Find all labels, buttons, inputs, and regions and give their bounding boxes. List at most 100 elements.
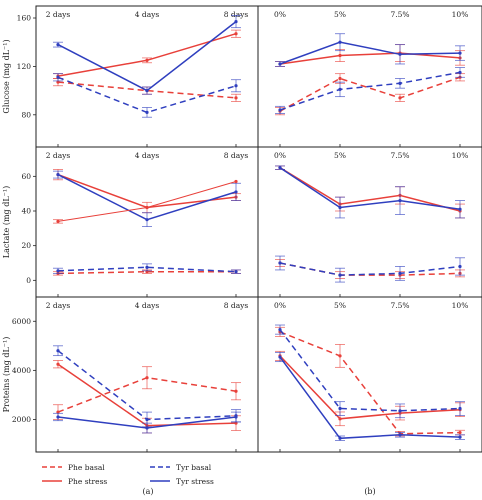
x-tick-label: 0% [274,301,286,310]
y-tick-label: 2000 [12,415,31,424]
series-phe_basal [275,259,465,280]
data-point [398,81,402,85]
series-line [279,52,461,65]
data-point [398,96,402,100]
x-tick-label: 7.5% [390,10,409,19]
series-tyr_stress [275,165,465,219]
legend-label: Phe basal [68,463,105,472]
data-point [398,199,402,203]
data-point [458,406,462,411]
legend-item-tyr_stress: Tyr stress [150,477,214,486]
series-tyr_basal [53,263,241,274]
data-point [338,53,342,58]
series-line [279,167,461,212]
panel-b-mid: 0% 5% 7.5% 10% [257,146,482,298]
data-point [56,80,60,84]
data-point [234,32,238,36]
data-point [338,406,342,411]
y-axis-title: Lactate (mg dL⁻¹) [2,186,11,258]
series-line [279,329,461,412]
series-line [279,262,461,276]
series-line [279,71,461,111]
series-line [57,76,237,114]
legend-item-phe_stress: Phe stress [42,477,107,486]
series-phe_stress-extra [53,179,238,224]
x-tick-label: 5% [334,10,346,19]
data-point [234,190,238,194]
data-point [145,417,149,422]
data-point [398,271,402,275]
panel-a-mid: 2 days 4 days 8 days 0 20 40 60 Lactate (mg dL⁻… [2,146,259,298]
panel-a-top: 2 days 4 days 8 days 80 120 160 Glucose (mg dL… [2,5,259,148]
legend-item-phe_basal: Phe basal [42,463,105,472]
series-phe_stress [53,29,241,79]
data-point [234,270,238,274]
y-axis-title: Proteins (mg dL⁻¹) [2,337,11,413]
series-line [57,32,237,77]
data-point [278,108,282,112]
data-point [234,179,238,184]
data-point [145,110,149,114]
x-tick-label: 7.5% [390,301,409,310]
y-tick-label: 4000 [12,366,31,375]
series-line [279,356,461,440]
panels: 2 days 4 days 8 days 80 120 160 Glucose (mg dL… [2,5,482,453]
x-tick-label: 8 days [224,301,249,310]
x-tick-label: 2 days [46,10,71,19]
y-tick-label: 6000 [12,317,31,326]
x-tick-label: 0% [274,151,286,160]
data-point [338,436,342,440]
data-point [145,426,149,430]
data-point [278,62,282,66]
y-tick-label: 20 [21,241,31,250]
series-line [279,355,461,420]
legend: Phe basal Phe stress Tyr basal Tyr stress [42,463,214,486]
data-point [338,76,342,81]
data-point [338,354,342,358]
panel-frame [257,296,482,453]
series-phe_basal [275,73,465,116]
data-point [458,207,462,211]
data-point [458,70,462,75]
data-point [234,415,238,419]
data-point [398,52,402,56]
data-point [458,430,462,435]
series-line [279,331,461,435]
panel-b-bot: 0% 5% 7.5% 10% [257,296,482,453]
x-tick-label: 4 days [135,151,160,160]
panel-frame [257,5,482,148]
data-point [278,261,282,265]
y-tick-label: 80 [21,110,31,119]
panel-b-top: 0% 5% 7.5% 10% [257,5,482,148]
data-point [145,218,149,222]
data-point [56,173,60,177]
series-tyr_basal [275,255,465,283]
data-point [56,362,60,366]
legend-label: Tyr basal [176,463,212,472]
data-point [234,96,238,100]
data-point [56,75,60,79]
series-line [279,76,461,112]
data-point [145,89,149,93]
x-tick-label: 10% [452,301,469,310]
x-tick-label: 4 days [135,10,160,19]
x-tick-label: 0% [274,10,286,19]
x-tick-label: 10% [452,10,469,19]
panel-a-bot: 2 days 4 days 8 days 2000 4000 6000 Proteins (… [2,296,259,453]
series-line [279,167,461,211]
series-tyr_stress [53,411,241,434]
data-point [278,166,282,170]
data-point [338,417,342,421]
x-tick-label: 2 days [46,151,71,160]
data-point [338,40,342,44]
series-tyr_stress [53,170,241,228]
series-tyr_stress [53,15,241,95]
series-tyr_basal [275,324,465,419]
y-tick-label: 60 [21,172,31,181]
data-point [145,58,149,62]
data-point [56,43,60,47]
data-point [234,421,238,425]
series-phe_basal [53,366,241,420]
data-point [278,355,282,359]
x-tick-label: 4 days [135,301,160,310]
